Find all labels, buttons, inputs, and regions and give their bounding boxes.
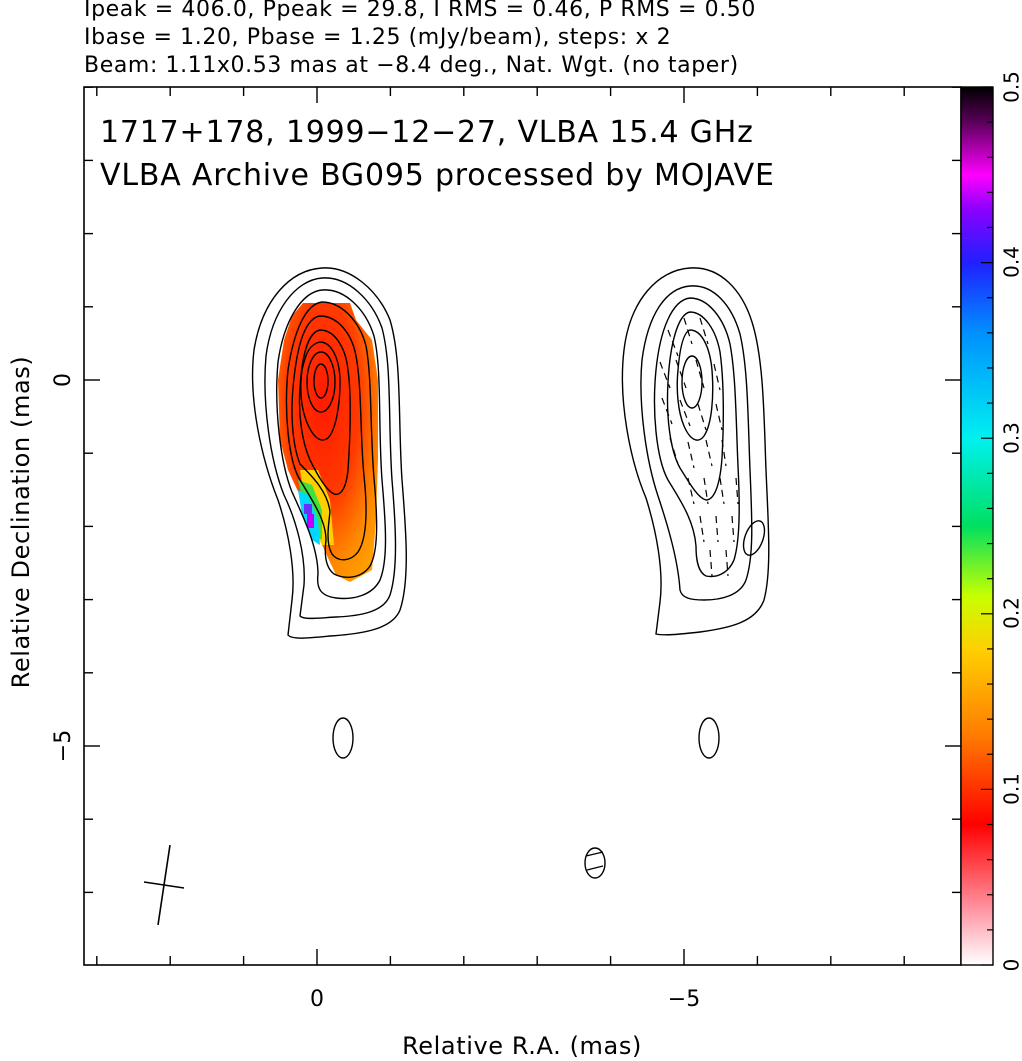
evpa-vector bbox=[695, 359, 705, 389]
evpa-vector bbox=[675, 359, 687, 389]
evpa-vector bbox=[687, 477, 695, 505]
contour-right-7 bbox=[742, 520, 766, 556]
x-tick-label: 0 bbox=[310, 987, 324, 1012]
contour-left-4 bbox=[285, 301, 378, 578]
polarization-violet-pixel bbox=[304, 504, 312, 514]
colorbar: 0 0.1 0.2 0.3 0.4 0.5 bbox=[960, 71, 1022, 972]
evpa-vector bbox=[687, 441, 695, 469]
y-tick-label: 0 bbox=[51, 373, 76, 387]
beam-cross bbox=[143, 844, 185, 926]
evpa-vector bbox=[669, 437, 679, 465]
isolated-contour-bottom-vector bbox=[586, 865, 604, 871]
contour-left-8 bbox=[306, 351, 336, 413]
isolated-contour-right bbox=[698, 717, 720, 759]
polarization-vectors bbox=[659, 317, 739, 577]
evpa-vector bbox=[713, 363, 721, 391]
colorbar-tick-label: 0.5 bbox=[1000, 71, 1022, 103]
contour-left-9 bbox=[313, 363, 329, 399]
evpa-vector bbox=[709, 549, 713, 577]
evpa-vector bbox=[679, 399, 691, 427]
evpa-vector bbox=[715, 515, 719, 543]
polarization-region bbox=[278, 303, 378, 582]
contour-left-5 bbox=[291, 315, 367, 561]
contour-right-1 bbox=[621, 267, 770, 636]
evpa-vector bbox=[683, 317, 693, 345]
contour-right-3 bbox=[653, 297, 740, 578]
y-tick-label: −5 bbox=[51, 730, 76, 762]
y-axis-label: Relative Declination (mas) bbox=[7, 356, 35, 689]
contour-right-4 bbox=[666, 311, 724, 501]
colorbar-ticks bbox=[981, 86, 993, 966]
beam-minor-axis bbox=[143, 881, 185, 889]
header-beam-line: Beam: 1.11x0.53 mas at −8.4 deg., Nat. W… bbox=[84, 53, 739, 78]
evpa-vector bbox=[705, 439, 713, 467]
contours-left bbox=[251, 267, 407, 639]
evpa-vector bbox=[735, 477, 739, 505]
colorbar-tick-label: 0.4 bbox=[1000, 246, 1022, 278]
header-stats-line: Ipeak = 406.0, Ppeak = 29.8, I RMS = 0.4… bbox=[84, 0, 756, 22]
evpa-vector bbox=[731, 515, 735, 543]
evpa-vector bbox=[667, 329, 679, 357]
evpa-vector bbox=[699, 515, 705, 543]
evpa-vector bbox=[715, 403, 723, 431]
evpa-vector bbox=[699, 317, 709, 345]
colorbar-scale bbox=[960, 86, 994, 966]
plot-frame bbox=[83, 86, 962, 966]
evpa-vector bbox=[703, 477, 709, 505]
contour-left-1 bbox=[251, 267, 407, 639]
contour-left-3 bbox=[276, 289, 387, 600]
colorbar-tick-label: 0.3 bbox=[1000, 422, 1022, 454]
evpa-vector bbox=[721, 439, 727, 467]
isolated-contours bbox=[332, 717, 720, 879]
contour-right-2 bbox=[640, 285, 753, 601]
contours-right bbox=[621, 267, 770, 636]
colorbar-tick-label: 0.1 bbox=[1000, 773, 1022, 805]
evpa-vector bbox=[719, 477, 725, 505]
evpa-vector bbox=[659, 361, 671, 389]
x-axis-label: Relative R.A. (mas) bbox=[402, 1032, 642, 1060]
polarization-image bbox=[278, 303, 378, 582]
evpa-vector bbox=[661, 397, 673, 425]
colorbar-tick-label: 0.2 bbox=[1000, 597, 1022, 629]
evpa-vector bbox=[697, 403, 707, 431]
chart-title-line2: VLBA Archive BG095 processed by MOJAVE bbox=[100, 158, 775, 193]
contour-right-6 bbox=[681, 355, 703, 409]
polarization-magenta-pixel bbox=[307, 514, 314, 528]
chart-title-line1: 1717+178, 1999−12−27, VLBA 15.4 GHz bbox=[100, 115, 754, 150]
axis-ticks bbox=[84, 86, 961, 965]
isolated-contour-left bbox=[332, 717, 354, 759]
isolated-contour-bottom bbox=[584, 847, 606, 879]
contour-left-6 bbox=[298, 329, 351, 496]
contour-left-7 bbox=[300, 341, 341, 441]
colorbar-tick-label: 0 bbox=[1000, 959, 1022, 972]
isolated-contour-bottom-vector-2 bbox=[585, 851, 604, 857]
contour-left-2 bbox=[264, 277, 397, 620]
header-base-levels-line: Ibase = 1.20, Pbase = 1.25 (mJy/beam), s… bbox=[84, 25, 672, 50]
evpa-vector bbox=[725, 549, 729, 577]
x-tick-label: −5 bbox=[668, 987, 700, 1012]
